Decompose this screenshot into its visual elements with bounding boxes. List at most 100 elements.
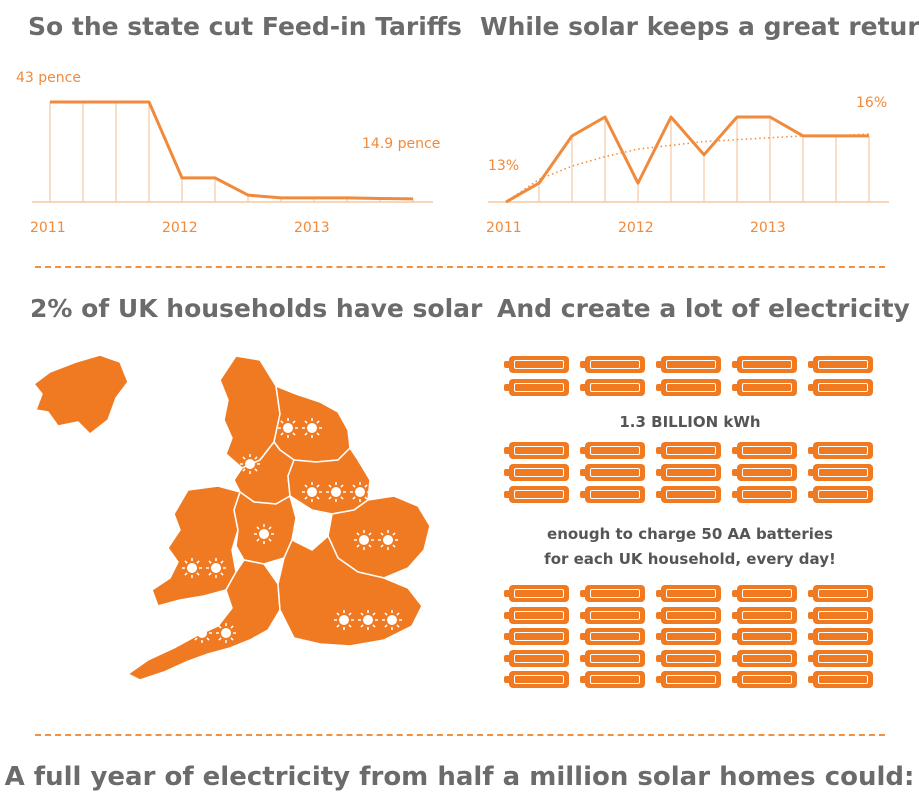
battery-icon xyxy=(504,442,569,459)
battery-icon xyxy=(808,649,873,667)
battery-icon xyxy=(504,379,569,396)
battery-icon xyxy=(656,442,721,459)
return-chart: 2011 2012 2013 13% 16% xyxy=(486,95,889,236)
trend-line xyxy=(505,133,870,203)
aa-battery-text-line1: enough to charge 50 AA batteries xyxy=(547,525,833,543)
sun-icon xyxy=(254,524,274,544)
sun-icon xyxy=(350,482,370,502)
battery-icon xyxy=(504,671,569,688)
x-tick-label: 2011 xyxy=(30,220,66,236)
sun-icon xyxy=(332,382,352,402)
tariffs-chart: 2011 2012 2013 43 pence 14.9 pence xyxy=(16,70,440,236)
sun-icon xyxy=(326,482,346,502)
battery-icon xyxy=(580,671,645,688)
battery-icon xyxy=(808,606,873,624)
battery-icon xyxy=(732,442,797,459)
battery-icon xyxy=(656,671,721,688)
electricity-heading: And create a lot of electricity xyxy=(497,294,910,323)
battery-grid-middle xyxy=(504,442,879,503)
battery-icon xyxy=(656,628,721,645)
data-label: 14.9 pence xyxy=(362,136,440,152)
battery-icon xyxy=(808,356,873,373)
x-tick-label: 2012 xyxy=(618,220,654,236)
battery-grid-bottom xyxy=(504,585,879,688)
series-line xyxy=(50,100,414,201)
battery-icon xyxy=(732,671,797,688)
sun-icon xyxy=(308,382,328,402)
sun-icon xyxy=(358,610,378,630)
section-divider xyxy=(35,266,885,268)
aa-battery-text-line2: for each UK household, every day! xyxy=(544,550,836,568)
sun-icon xyxy=(192,623,212,643)
battery-grid-top xyxy=(504,356,879,396)
battery-icon xyxy=(504,628,569,645)
battery-icon xyxy=(504,464,569,481)
battery-icon xyxy=(504,486,569,503)
data-label: 16% xyxy=(856,95,887,111)
series-line xyxy=(505,115,869,204)
sun-icon xyxy=(240,454,260,474)
battery-icon xyxy=(732,649,797,667)
x-tick-label: 2013 xyxy=(750,220,786,236)
battery-icon xyxy=(808,671,873,688)
x-tick-label: 2012 xyxy=(162,220,198,236)
battery-icon xyxy=(808,379,873,396)
battery-icon xyxy=(580,628,645,645)
x-tick-label: 2011 xyxy=(486,220,522,236)
battery-icon xyxy=(580,606,645,624)
tariffs-heading: So the state cut Feed-in Tariffs xyxy=(28,12,462,41)
sun-icon xyxy=(175,358,195,378)
sun-icon xyxy=(182,558,202,578)
sun-icon xyxy=(302,482,322,502)
battery-icon xyxy=(580,585,645,602)
battery-icon xyxy=(504,649,569,667)
battery-icon xyxy=(580,486,645,503)
battery-icon xyxy=(732,464,797,481)
battery-icon xyxy=(808,585,873,602)
battery-icon xyxy=(808,628,873,645)
battery-icon xyxy=(732,585,797,602)
battery-icon xyxy=(580,442,645,459)
battery-icon xyxy=(504,585,569,602)
uk-map xyxy=(33,354,431,681)
sun-icon xyxy=(216,623,236,643)
battery-icon xyxy=(504,356,569,373)
battery-icon xyxy=(656,486,721,503)
battery-icon xyxy=(732,606,797,624)
battery-icon xyxy=(656,356,721,373)
battery-icon xyxy=(656,464,721,481)
map-region-south-east xyxy=(277,535,423,647)
section-divider xyxy=(35,734,885,736)
sun-icon xyxy=(378,530,398,550)
battery-icon xyxy=(656,649,721,667)
battery-icon xyxy=(656,379,721,396)
battery-icon xyxy=(732,486,797,503)
battery-icon xyxy=(656,606,721,624)
sun-icon xyxy=(206,558,226,578)
sun-icon xyxy=(302,418,322,438)
battery-icon xyxy=(732,628,797,645)
x-tick-label: 2013 xyxy=(294,220,330,236)
battery-icon xyxy=(656,585,721,602)
total-electricity-text: 1.3 BILLION kWh xyxy=(619,413,761,431)
battery-icon xyxy=(580,379,645,396)
map-region-south-west xyxy=(127,559,281,681)
sun-icon xyxy=(334,610,354,630)
map-region-northern-ireland xyxy=(33,354,129,435)
sun-icon xyxy=(354,530,374,550)
battery-icon xyxy=(580,464,645,481)
sun-icon xyxy=(382,610,402,630)
data-label: 43 pence xyxy=(16,70,81,86)
battery-icon xyxy=(580,649,645,667)
battery-icon xyxy=(808,486,873,503)
sun-icon xyxy=(278,418,298,438)
battery-icon xyxy=(580,356,645,373)
battery-icon xyxy=(732,356,797,373)
data-label: 13% xyxy=(488,158,519,174)
footer-heading: A full year of electricity from half a m… xyxy=(4,762,915,792)
households-heading: 2% of UK households have solar xyxy=(30,294,483,323)
return-heading: While solar keeps a great return xyxy=(480,12,919,41)
battery-icon xyxy=(808,464,873,481)
battery-icon xyxy=(732,379,797,396)
battery-icon xyxy=(808,442,873,459)
